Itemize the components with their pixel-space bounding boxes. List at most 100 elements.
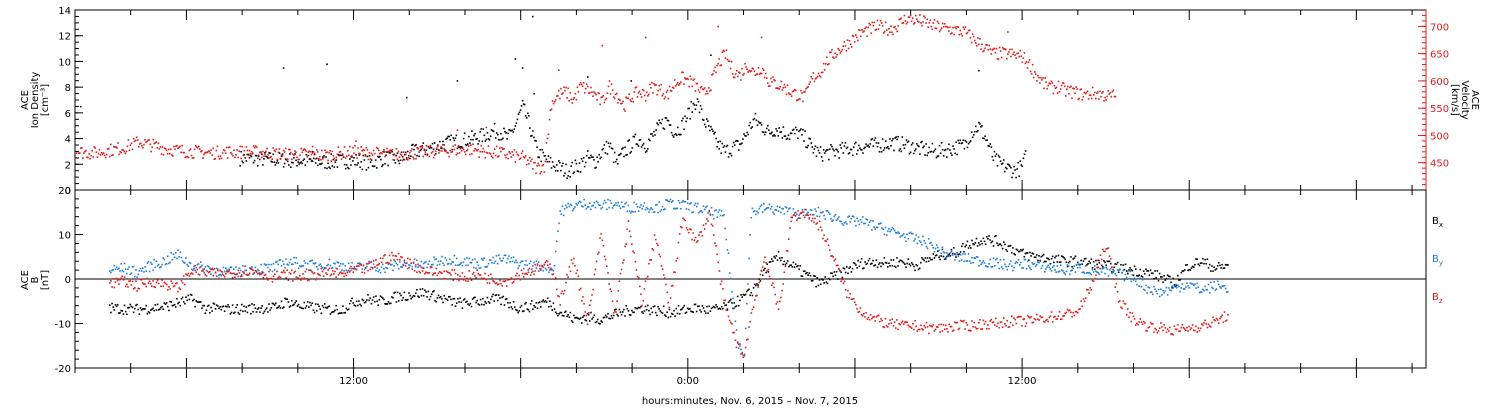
velocity-point [739, 72, 741, 74]
by-point [814, 208, 816, 210]
by-point [924, 242, 927, 244]
bx-point [569, 311, 572, 314]
bz-point [402, 264, 405, 267]
velocity-point [908, 16, 911, 19]
velocity-point [640, 96, 643, 98]
velocity-point [457, 145, 460, 147]
bz-point [715, 245, 717, 247]
bz-point [1162, 329, 1164, 332]
bx-point [1061, 255, 1063, 257]
velocity-point [755, 73, 758, 76]
bz-point [880, 318, 882, 320]
by-point [395, 262, 398, 265]
by-point [1120, 278, 1122, 281]
bx-point [235, 306, 237, 309]
bx-point [935, 254, 938, 256]
velocity-point [213, 158, 216, 161]
bz-point [488, 282, 491, 285]
by-point [466, 257, 468, 259]
density-point [379, 155, 381, 158]
velocity-point [267, 154, 269, 156]
density-point [550, 167, 553, 169]
by-point [565, 204, 567, 207]
density-point [993, 150, 996, 153]
density-point [720, 152, 723, 154]
velocity-point [391, 148, 394, 151]
density-point [316, 164, 319, 167]
bx-point [710, 307, 713, 310]
by-point [1213, 281, 1216, 283]
velocity-point [896, 30, 898, 33]
by-point [900, 235, 903, 237]
density-point [590, 154, 592, 157]
velocity-point [641, 88, 644, 91]
bx-point [1015, 248, 1018, 251]
by-point [561, 205, 564, 207]
velocity-point [737, 75, 739, 78]
by-point [287, 264, 290, 266]
bx-point [883, 257, 886, 259]
bx-point [972, 243, 974, 245]
by-point [719, 214, 722, 217]
velocity-point [715, 71, 717, 74]
bz-point [827, 244, 830, 247]
bx-point [698, 305, 700, 308]
by-point [215, 267, 218, 270]
velocity-point [746, 68, 748, 70]
bz-point [767, 268, 770, 271]
velocity-point [369, 158, 372, 160]
velocity-point [531, 158, 533, 161]
by-point [608, 206, 610, 209]
bx-point [1046, 257, 1048, 260]
bz-point [1109, 257, 1112, 260]
bx-point [192, 299, 194, 302]
bz-point [542, 266, 544, 268]
by-point [775, 209, 778, 211]
velocity-point [260, 151, 262, 153]
velocity-point [108, 155, 111, 158]
by-point [914, 238, 916, 240]
velocity-point [501, 146, 503, 149]
by-point [880, 222, 882, 224]
density-point [1010, 166, 1012, 169]
bx-point [1073, 257, 1076, 259]
density-point [881, 138, 884, 140]
velocity-point [955, 27, 957, 30]
density-point [419, 149, 421, 152]
bx-point [1155, 276, 1158, 279]
bz-point [1181, 323, 1184, 326]
bx-point [1033, 256, 1036, 259]
velocity-point [386, 147, 388, 150]
bx-point [209, 312, 211, 314]
velocity-point [1079, 88, 1082, 91]
density-point [405, 157, 408, 159]
density-point [242, 161, 245, 164]
bx-point [1095, 259, 1097, 262]
velocity-point [186, 155, 189, 158]
bx-point [1157, 279, 1160, 282]
bx-point [1080, 259, 1082, 262]
by-point [540, 267, 542, 270]
bz-point [980, 328, 982, 330]
bx-point [414, 292, 417, 295]
bx-point [293, 303, 295, 306]
by-point [890, 228, 893, 231]
bx-point [320, 312, 323, 315]
bx-point [1186, 264, 1188, 266]
density-point [762, 131, 765, 134]
bx-point [842, 267, 845, 269]
velocity-point [961, 35, 964, 37]
bx-point [1203, 262, 1205, 265]
velocity-point [1027, 61, 1030, 63]
velocity-point [350, 156, 352, 158]
by-point [240, 274, 243, 276]
density-point [361, 168, 364, 171]
by-point [701, 211, 704, 214]
velocity-point [1028, 59, 1031, 61]
by-point [1159, 288, 1162, 291]
velocity-point [227, 146, 230, 149]
bx-point [898, 260, 900, 263]
bx-point [551, 309, 554, 311]
density-point [445, 138, 447, 140]
bx-point [545, 301, 548, 303]
